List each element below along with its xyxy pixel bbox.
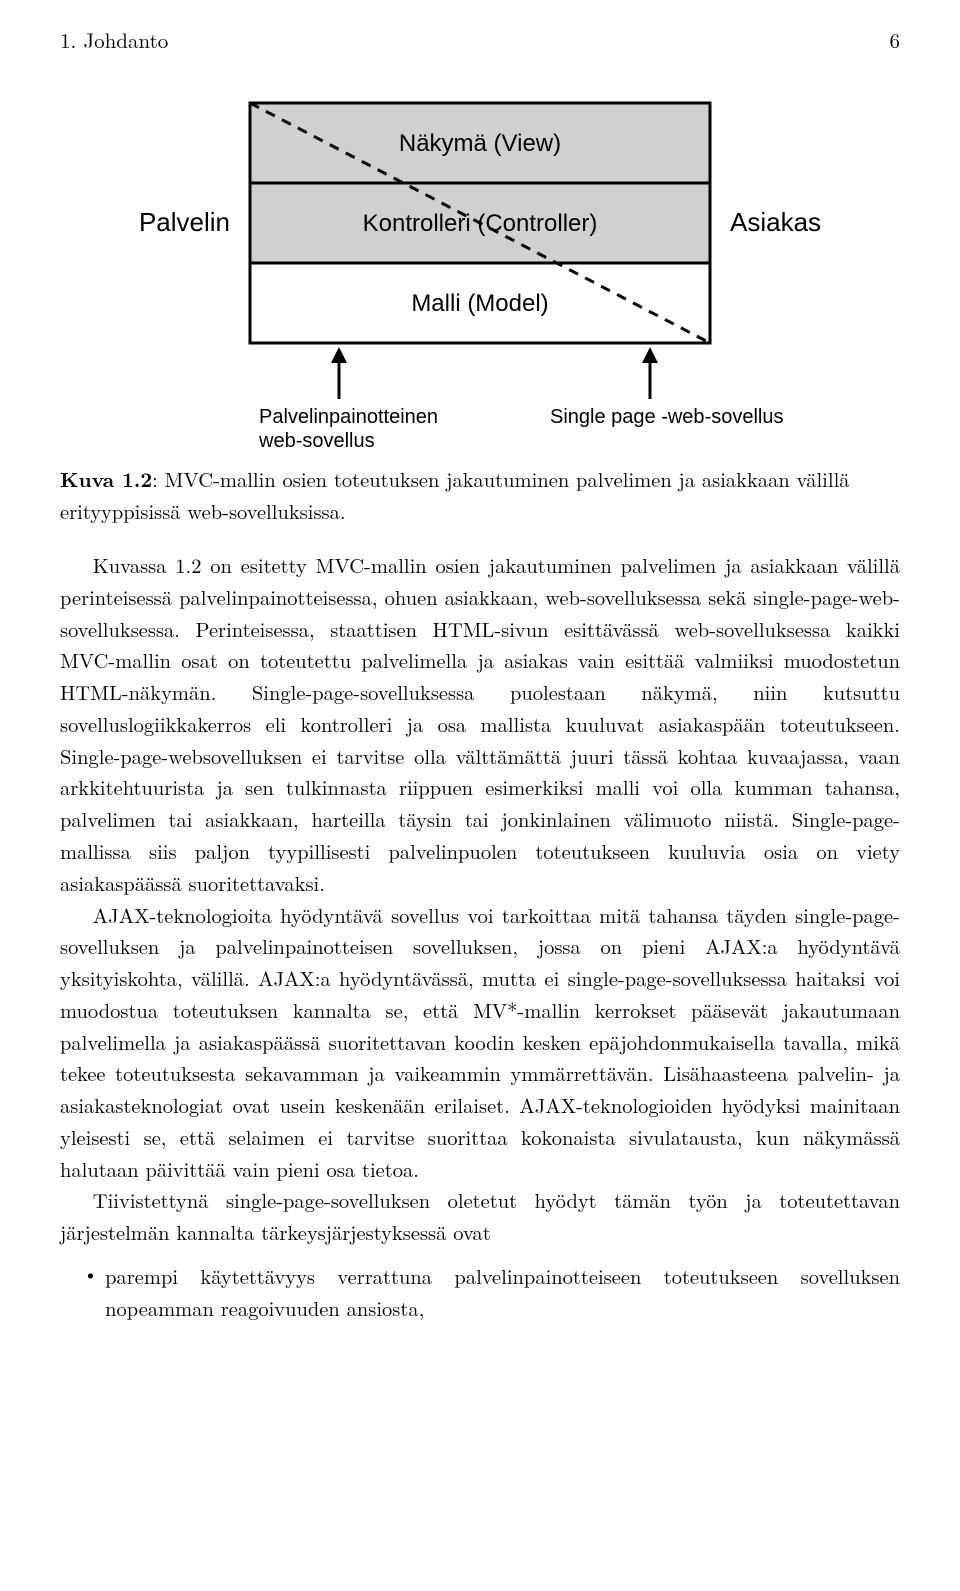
header-section: 1. Johdanto — [60, 24, 168, 57]
list-item: parempi käytettävyys verrattuna palvelin… — [105, 1260, 900, 1324]
header-page-number: 6 — [890, 24, 901, 57]
svg-text:Single page -web-sovellus: Single page -web-sovellus — [550, 406, 783, 428]
svg-text:Malli (Model): Malli (Model) — [411, 290, 548, 317]
paragraph-1: Kuvassa 1.2 on esitetty MVC-mallin osien… — [60, 549, 900, 898]
running-header: 1. Johdanto 6 — [60, 24, 900, 57]
svg-text:web-sovellus: web-sovellus — [258, 430, 375, 449]
paragraph-2: AJAX-teknologioita hyödyntävä sovellus v… — [60, 899, 900, 1185]
svg-text:Palvelinpainotteinen: Palvelinpainotteinen — [259, 406, 438, 428]
page-root: { "header": { "left": "1. Johdanto", "ri… — [0, 0, 960, 1367]
svg-text:Asiakas: Asiakas — [730, 207, 821, 237]
caption-label: Kuva 1.2 — [60, 465, 152, 494]
figure-caption: Kuva 1.2: MVC-mallin osien toteutuksen j… — [60, 463, 900, 528]
svg-text:Palvelin: Palvelin — [139, 207, 230, 237]
mvc-figure: Näkymä (View) Kontrolleri (Controller) Mal… — [70, 79, 890, 449]
svg-text:Näkymä (View): Näkymä (View) — [399, 130, 561, 157]
paragraph-3: Tiivistettynä single-page-sovelluksen ol… — [60, 1184, 900, 1248]
svg-text:Kontrolleri (Controller): Kontrolleri (Controller) — [363, 210, 598, 237]
benefits-list: parempi käytettävyys verrattuna palvelin… — [60, 1260, 900, 1324]
caption-text: : MVC-mallin osien toteutuksen jakautumi… — [60, 464, 850, 526]
